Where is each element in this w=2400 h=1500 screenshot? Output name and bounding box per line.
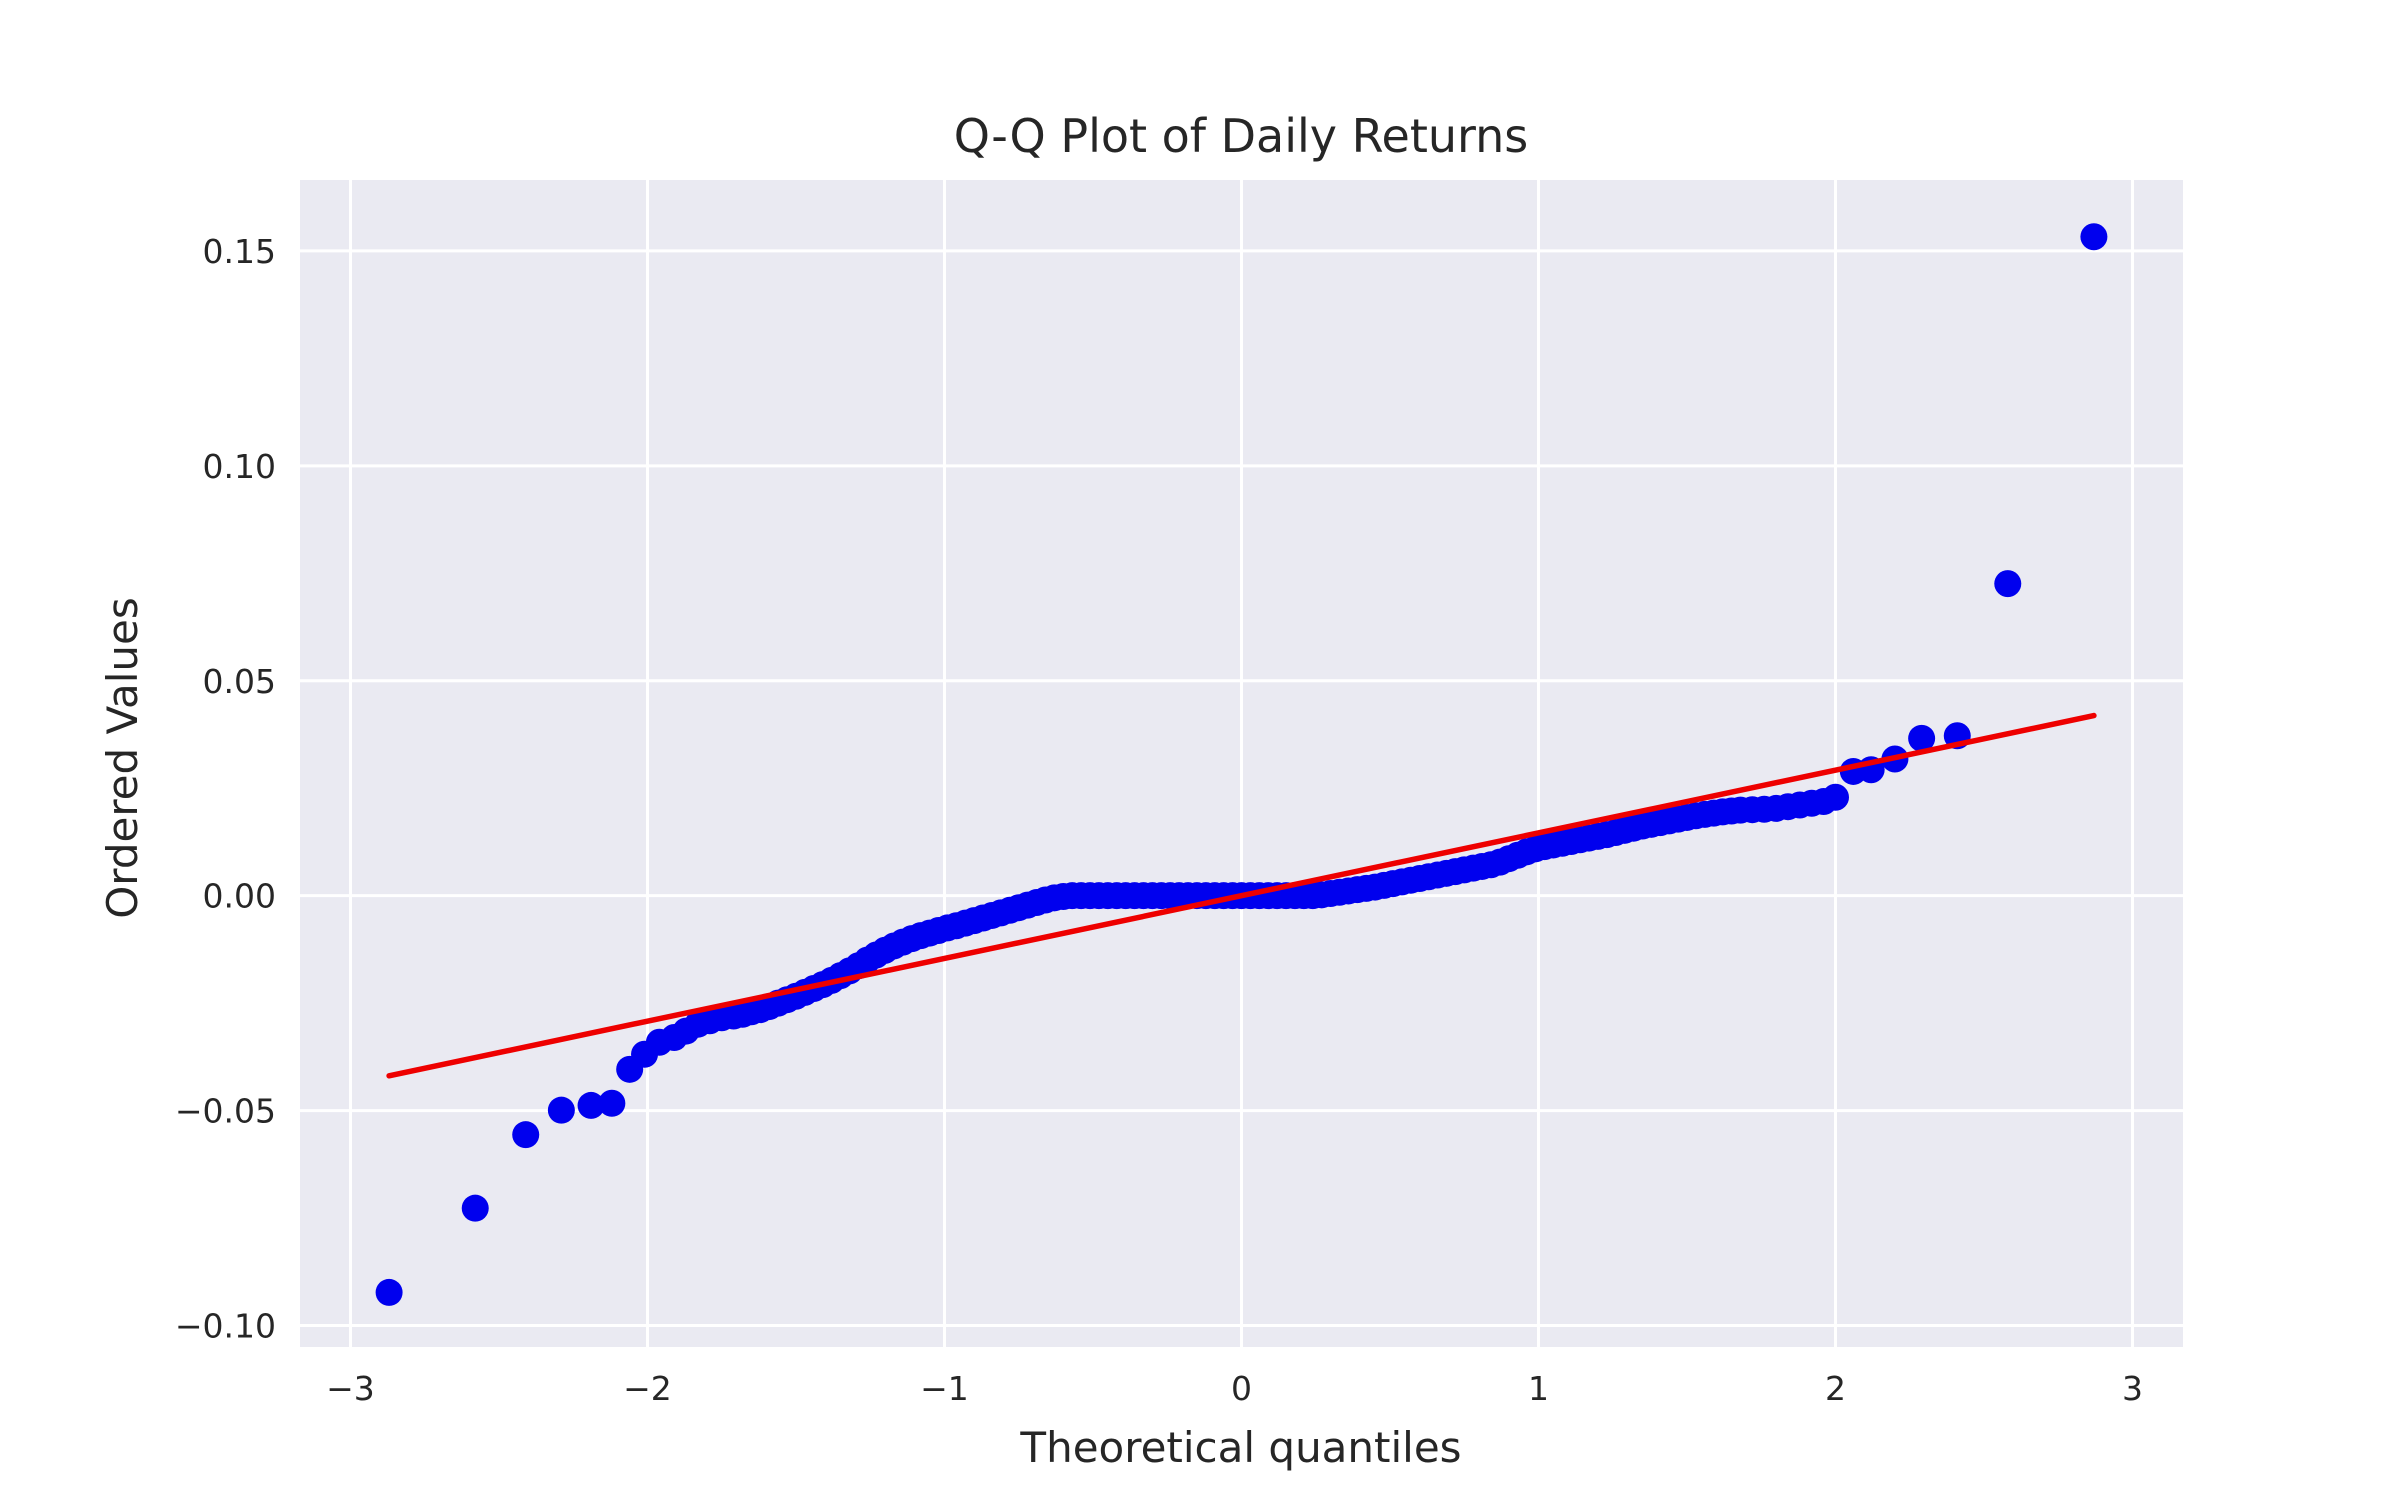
data-point [1994, 570, 2022, 598]
y-axis-label: Ordered Values [98, 597, 147, 919]
y-tick-label: 0.10 [203, 447, 276, 486]
data-point [598, 1089, 626, 1117]
data-point [1822, 783, 1850, 811]
y-tick-label: 0.00 [203, 877, 276, 916]
data-point [2080, 223, 2108, 251]
data-point [461, 1194, 489, 1222]
data-point [375, 1278, 403, 1306]
y-tick-label: 0.15 [203, 232, 276, 271]
x-tick-label: 1 [1528, 1369, 1549, 1408]
x-axis-label: Theoretical quantiles [1019, 1423, 1461, 1472]
chart-title: Q-Q Plot of Daily Returns [954, 109, 1529, 163]
data-point [577, 1091, 605, 1119]
x-tick-label: 3 [2122, 1369, 2143, 1408]
y-tick-label: 0.05 [203, 662, 276, 701]
x-tick-label: 0 [1231, 1369, 1252, 1408]
data-point [512, 1121, 540, 1149]
y-tick-labels: −0.10 −0.05 0.00 0.05 0.10 0.15 [175, 232, 276, 1346]
x-tick-labels: −3 −2 −1 0 1 2 3 [326, 1369, 2143, 1408]
y-tick-label: −0.05 [175, 1092, 276, 1131]
x-tick-label: −2 [623, 1369, 672, 1408]
data-point [547, 1096, 575, 1124]
x-tick-label: −1 [920, 1369, 969, 1408]
x-tick-label: 2 [1825, 1369, 1846, 1408]
fit-line [386, 712, 2097, 1079]
x-tick-label: −3 [326, 1369, 375, 1408]
data-points [375, 223, 2108, 1306]
y-tick-label: −0.10 [175, 1307, 276, 1346]
data-point [1908, 724, 1936, 752]
